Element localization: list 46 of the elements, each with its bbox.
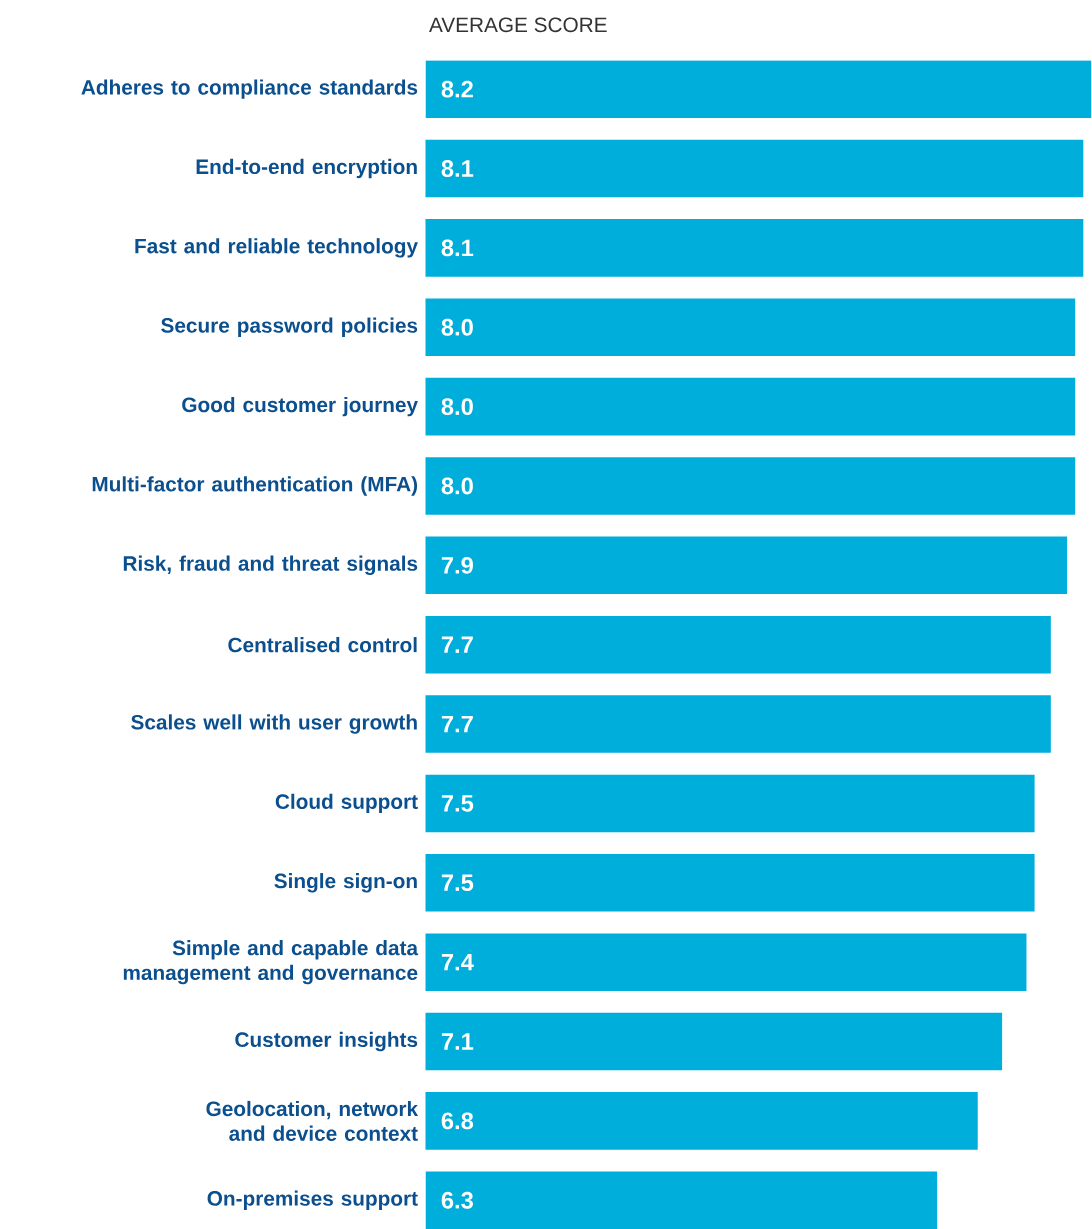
data-label: 6.8 [441,1112,474,1130]
data-label: 8.0 [441,318,474,336]
data-label: 7.5 [442,874,474,892]
bar [425,298,1076,357]
y-tick-label: Risk, fraud and threat signals [124,555,418,576]
y-tick-label: Multi-factor authentication (MFA) [93,476,418,496]
bar [425,933,1027,991]
bar [425,377,1076,436]
data-label: 8.2 [441,80,474,98]
y-tick-label: Centralised control [228,637,417,653]
bar [425,1171,938,1229]
data-label: 7.4 [442,953,474,971]
bar [425,1012,1003,1071]
bar [425,1092,978,1150]
y-tick-label: Secure password policies [161,317,418,337]
data-label: 8.0 [441,477,474,495]
chart-title: AVERAGE SCORE [429,17,607,33]
bar [425,536,1068,595]
bar [425,854,1035,912]
data-label: 8.1 [441,239,474,257]
y-tick-label: Simple and capable data management and governance [124,940,419,985]
data-label: 7.7 [442,715,474,733]
y-tick-label: End-to-end encryption [196,158,417,179]
y-tick-label: Cloud support [276,793,419,814]
y-tick-label: Adheres to compliance standards [81,79,418,99]
bar [425,457,1076,515]
data-label: 7.1 [442,1033,474,1050]
bar [425,219,1084,277]
data-label: 8.1 [441,160,474,177]
data-label: 8.0 [441,398,474,416]
y-tick-label: On-premises support [207,1190,419,1210]
bar [425,695,1052,753]
y-tick-label: Good customer journey [182,396,419,417]
data-label: 6.3 [441,1191,474,1209]
bar [425,139,1084,198]
bar [425,615,1052,674]
y-tick-label: Fast and reliable technology [135,238,419,258]
y-tick-label: Customer insights [235,1031,418,1052]
y-tick-label: Geolocation, network and device context [206,1100,419,1141]
y-tick-label: Single sign-on [274,873,418,893]
bar [425,60,1092,118]
data-label: 7.9 [442,556,474,574]
data-label: 7.7 [442,636,474,653]
data-label: 7.5 [442,795,474,812]
bar [425,774,1035,833]
y-tick-label: Scales well with user growth [131,714,417,734]
